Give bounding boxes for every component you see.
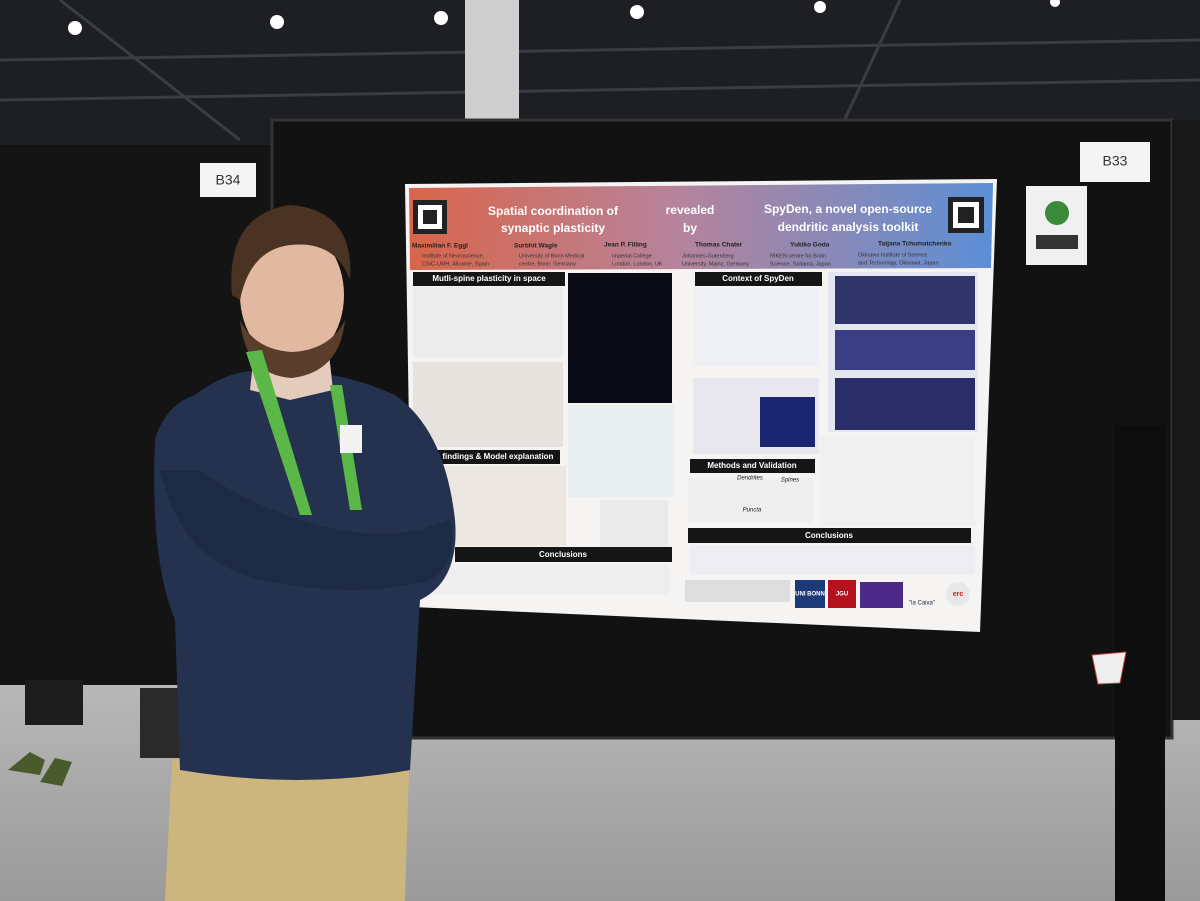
affiliation: London, London, UK xyxy=(612,261,663,267)
pillar xyxy=(465,0,519,135)
author: Surbhit Wagle xyxy=(514,243,558,250)
board-right xyxy=(1172,120,1200,720)
title: by xyxy=(683,221,697,235)
subsection: Spines xyxy=(781,478,799,484)
subsection: Dendrites xyxy=(737,476,763,482)
background-person xyxy=(8,680,180,786)
cup xyxy=(1091,651,1127,685)
title: revealed xyxy=(666,203,715,217)
author: Tatjana Tchumatchenko xyxy=(878,241,951,248)
section-heading: Methods and Validation xyxy=(707,461,796,470)
sticker xyxy=(1026,186,1087,265)
affiliation: University of Bonn Medical xyxy=(519,253,584,259)
affiliation: Johannes-Gutenberg xyxy=(682,253,734,259)
section-heading: Conclusions xyxy=(539,550,588,559)
board-label: B33 xyxy=(1103,153,1128,169)
section-heading: Expt. findings & Model explanation xyxy=(421,452,554,461)
lights xyxy=(68,0,1060,35)
affiliation: Institute of Neuroscience, xyxy=(422,253,485,259)
title: dendritic analysis toolkit xyxy=(778,220,919,234)
affiliation: and Technology, Okinawa, Japan xyxy=(858,260,939,266)
section-heading: Conclusions xyxy=(805,531,854,540)
section-heading: Context of SpyDen xyxy=(722,274,794,283)
logo: JGU xyxy=(836,592,848,598)
logo: erc xyxy=(953,591,964,598)
affiliation: University, Mainz, Germany xyxy=(682,261,749,267)
author: Yukiko Goda xyxy=(790,242,830,249)
board-label: B34 xyxy=(216,172,241,188)
logo: "la Caixa" xyxy=(909,601,935,607)
board-tag xyxy=(1080,142,1150,182)
title: SpyDen, a novel open-source xyxy=(764,202,932,216)
board-tag xyxy=(200,163,256,197)
author: Maximilian F. Eggl xyxy=(412,243,468,250)
affiliation: Imperial College xyxy=(612,253,652,259)
section-heading: Mutli-spine plasticity in space xyxy=(432,274,546,283)
poster: Spatial coordination of synaptic plastic… xyxy=(405,179,997,632)
affiliation: CSIC-UMH, Alicante, Spain xyxy=(422,261,489,267)
person xyxy=(154,205,456,901)
author: Jean P. Filling xyxy=(604,242,647,249)
author: Thomas Chater xyxy=(695,242,743,249)
affiliation: centre, Bonn, Germany xyxy=(519,261,576,267)
ceiling-truss xyxy=(0,0,1200,142)
affiliation: Science, Saitama, Japan xyxy=(770,261,831,267)
title: synaptic plasticity xyxy=(501,221,605,235)
affiliation: Okinawa Institute of Science xyxy=(858,252,927,258)
logo: UNI BONN xyxy=(795,592,825,598)
affiliation: RIKEN centre for Brain xyxy=(770,253,826,259)
subsection: Puncta xyxy=(743,508,762,514)
title: Spatial coordination of xyxy=(488,204,619,218)
